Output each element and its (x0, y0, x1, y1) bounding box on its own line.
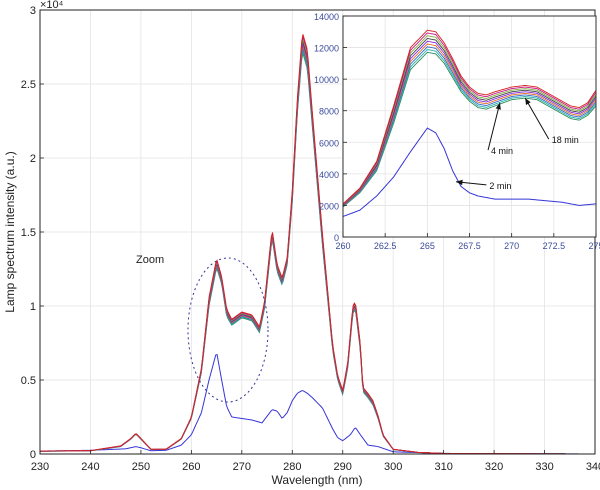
x-axis-label: Wavelength (nm) (272, 473, 363, 487)
inset-series-line-intermediate (342, 49, 597, 207)
inset-series-line-4min (342, 51, 597, 208)
main-x-tick-label: 270 (233, 461, 251, 473)
inset-annotation-arrowhead (495, 102, 501, 110)
main-y-tick-label: 1 (30, 301, 36, 313)
y-exponent-label: ×10⁴ (40, 0, 64, 11)
y-axis-label: Lamp spectrum intensity (a.u.) (3, 151, 17, 312)
inset-annotation-arrow (524, 97, 550, 140)
inset-annotation-label: 4 min (491, 146, 513, 156)
inset-y-tick-label: 0 (334, 233, 339, 243)
main-y-tick-label: 2 (30, 153, 36, 165)
inset-x-tick-label: 270 (504, 241, 519, 251)
main-y-tick-label: 0 (30, 449, 36, 461)
main-x-tick-label: 300 (384, 461, 402, 473)
inset-y-tick-label: 10000 (314, 75, 339, 85)
inset-x-tick-label: 262.5 (374, 241, 397, 251)
inset-y-tick-label: 8000 (319, 107, 339, 117)
inset-series-line-2min (342, 127, 597, 217)
inset-series-line-18min (342, 29, 597, 205)
main-x-tick-label: 290 (334, 461, 352, 473)
inset-annotation-arrowhead (456, 179, 463, 186)
main-x-tick-label: 340 (586, 461, 600, 473)
main-y-tick-label: 2.5 (21, 79, 36, 91)
inset-annotation-label: 18 min (552, 135, 579, 145)
inset-annotation-label: 2 min (489, 181, 511, 191)
inset-series-line-intermediate (342, 43, 597, 207)
inset-series-line-intermediate (342, 38, 597, 206)
inset-series-group (342, 29, 597, 217)
inset-y-tick-label: 2000 (319, 201, 339, 211)
inset-annotation-arrow (487, 102, 501, 151)
inset-annotation-arrowhead (525, 98, 531, 105)
inset-y-ticks: 0 2000 4000 6000 8000 10000 12000 14000 (314, 12, 347, 243)
inset-x-tick-label: 265 (420, 241, 435, 251)
zoom-ellipse (187, 257, 269, 403)
main-y-tick-label: 0.5 (21, 375, 36, 387)
main-x-ticks: 230 240 250 260 270 280 290 300 310 320 330 340 (31, 450, 600, 473)
main-x-tick-label: 250 (132, 461, 150, 473)
main-y-ticks: 0 0.5 1 1.5 2 2.5 3 (21, 5, 44, 461)
inset-series-line-intermediate (342, 32, 597, 205)
main-x-tick-label: 280 (283, 461, 301, 473)
main-y-tick-label: 3 (30, 5, 36, 17)
zoom-annotation: Zoom (136, 254, 164, 266)
inset-series-line-intermediate (342, 40, 597, 206)
inset-series-line-intermediate (342, 35, 597, 205)
inset-y-tick-label: 6000 (319, 138, 339, 148)
inset-annotations: 2 min 4 min 18 min (455, 97, 579, 191)
main-x-tick-label: 330 (535, 461, 553, 473)
inset-x-tick-label: 260 (335, 241, 350, 251)
main-x-tick-label: 260 (182, 461, 200, 473)
inset-x-tick-label: 272.5 (543, 241, 566, 251)
inset-x-tick-label: 275 (588, 241, 600, 251)
main-x-tick-label: 310 (434, 461, 452, 473)
inset-y-tick-label: 4000 (319, 170, 339, 180)
inset-y-tick-label: 14000 (314, 12, 339, 22)
inset-series-line-intermediate (342, 46, 597, 207)
inset-x-tick-label: 267.5 (458, 241, 481, 251)
main-x-tick-label: 230 (31, 461, 49, 473)
inset-y-tick-label: 12000 (314, 44, 339, 54)
main-x-tick-label: 320 (485, 461, 503, 473)
main-x-tick-label: 240 (81, 461, 99, 473)
main-y-tick-label: 1.5 (21, 227, 36, 239)
inset-x-ticks: 260 262.5 265 267.5 270 272.5 275 (335, 233, 600, 251)
